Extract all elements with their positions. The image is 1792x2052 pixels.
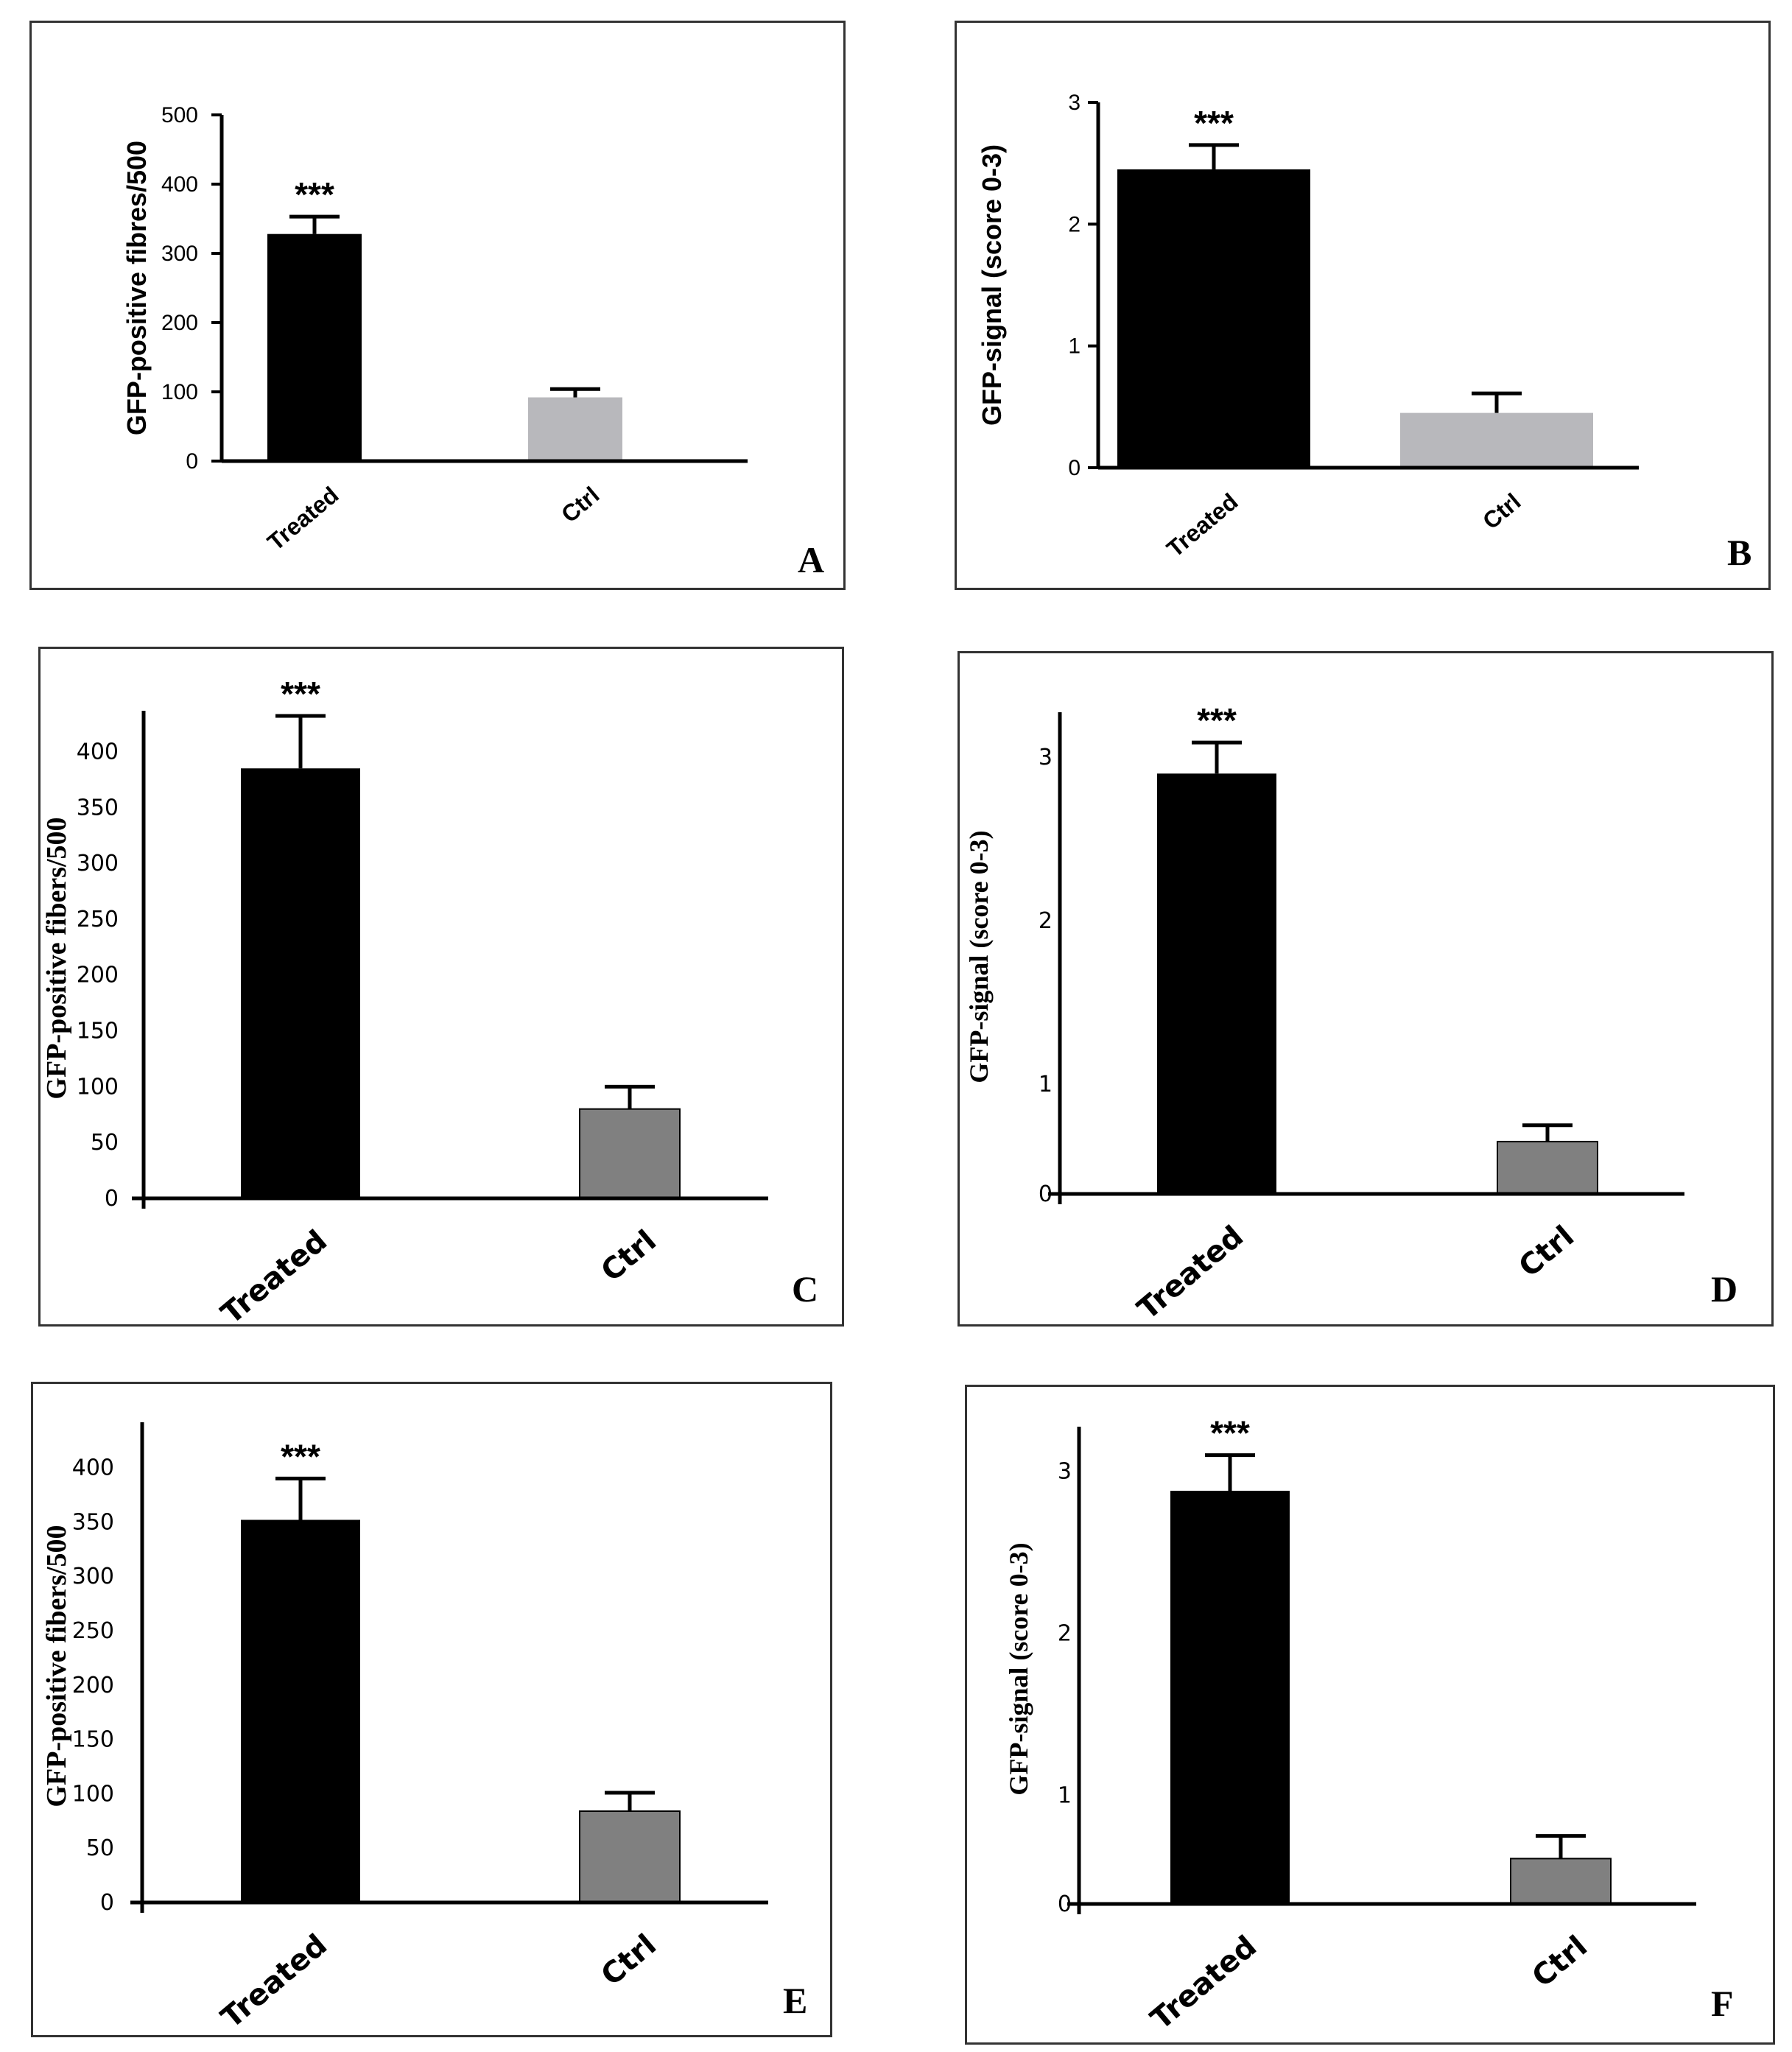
bar-chart-f: *** Treated Ctrl 0 1 2 3 GFP-signal (score 0-3) <box>1004 1414 1696 2037</box>
bar-chart-a: *** Treated Ctrl 0 100 200 300 400 500 GFP-positi… <box>122 103 748 556</box>
bar-ctrl <box>1400 412 1593 468</box>
category-label: Ctrl <box>595 1928 663 1992</box>
category-label: Treated <box>215 1928 334 2035</box>
y-tick-label: 3 <box>1058 1459 1072 1485</box>
y-axis-label: GFP-positive fibers/500 <box>41 1525 72 1807</box>
y-tick-label: 250 <box>77 907 119 932</box>
y-tick-label: 400 <box>77 739 119 765</box>
y-axis-label: GFP-signal (score 0-3) <box>1004 1542 1033 1795</box>
y-tick-label: 0 <box>100 1890 114 1916</box>
chart-panel-d: *** Treated Ctrl 0 1 2 3 GFP-signal (score 0-3)… <box>958 651 1774 1327</box>
y-axis-label: GFP-positive fibres/500 <box>122 141 152 435</box>
y-tick-label: 1 <box>1039 1072 1053 1097</box>
panel-label-e: E <box>783 1980 808 2021</box>
y-tick-label: 3 <box>1068 91 1081 115</box>
chart-panel-f: *** Treated Ctrl 0 1 2 3 GFP-signal (score 0-3)… <box>965 1385 1775 2045</box>
significance-label: *** <box>1194 104 1234 142</box>
y-tick-label: 500 <box>161 103 198 127</box>
y-tick-label: 400 <box>161 172 198 197</box>
bar-treated <box>241 1519 360 1902</box>
chart-panel-b: *** Treated Ctrl 0 1 2 3 GFP-signal (score 0-3)… <box>955 21 1771 590</box>
bar-ctrl <box>1510 1858 1612 1905</box>
panel-label-c: C <box>792 1268 819 1310</box>
significance-label: *** <box>281 1437 320 1475</box>
y-tick-label: 300 <box>77 851 119 876</box>
y-tick-label: 2 <box>1039 908 1053 934</box>
y-tick-label: 1 <box>1058 1783 1072 1809</box>
y-tick-label: 300 <box>72 1564 114 1589</box>
bar-chart-e: *** Treated Ctrl 0 50 100 150 200 250 300 350 400 GF… <box>41 1422 768 2035</box>
panel-label-f: F <box>1711 1983 1734 2024</box>
y-tick-label: 0 <box>1058 1891 1072 1917</box>
panel-label-b: B <box>1727 532 1752 573</box>
y-axis-label: GFP-signal (score 0-3) <box>964 830 994 1083</box>
bar-ctrl <box>1497 1140 1598 1195</box>
category-label: Treated <box>1162 488 1243 563</box>
y-tick-label: 2 <box>1058 1621 1072 1647</box>
category-label: Ctrl <box>1477 488 1525 535</box>
category-label: Treated <box>1145 1929 1263 2037</box>
y-axis-label: GFP-signal (score 0-3) <box>977 144 1007 426</box>
bar-treated <box>267 233 362 461</box>
y-tick-label: 200 <box>77 963 119 988</box>
chart-panel-e: *** Treated Ctrl 0 50 100 150 200 250 300 350 400 GF… <box>31 1382 832 2037</box>
y-tick-label: 100 <box>161 380 198 404</box>
bar-ctrl <box>579 1108 681 1200</box>
bar-treated <box>1117 169 1310 468</box>
bar-chart-c: *** Treated Ctrl 0 50 100 150 200 250 300 350 400 GF… <box>41 675 768 1324</box>
y-axis-label: GFP-positive fibers/500 <box>41 817 72 1099</box>
bar-treated <box>1170 1491 1290 1904</box>
category-label: Treated <box>215 1223 334 1324</box>
y-tick-label: 200 <box>161 311 198 335</box>
y-tick-label: 2 <box>1068 212 1081 236</box>
bar-treated <box>1157 773 1276 1194</box>
y-tick-label: 50 <box>86 1835 114 1861</box>
category-label: Ctrl <box>595 1223 663 1288</box>
y-tick-label: 3 <box>1039 745 1053 770</box>
y-tick-label: 100 <box>72 1781 114 1807</box>
y-tick-label: 350 <box>72 1509 114 1535</box>
y-tick-label: 0 <box>1068 456 1081 480</box>
significance-label: *** <box>295 175 334 214</box>
significance-label: *** <box>1197 701 1237 739</box>
y-tick-label: 1 <box>1068 334 1081 359</box>
significance-label: *** <box>1210 1414 1250 1452</box>
category-label: Ctrl <box>1513 1219 1581 1284</box>
y-tick-label: 250 <box>72 1618 114 1644</box>
bar-ctrl <box>528 397 622 461</box>
y-tick-label: 100 <box>77 1074 119 1100</box>
bar-chart-d: *** Treated Ctrl 0 1 2 3 GFP-signal (score 0-3) <box>964 701 1684 1324</box>
y-tick-label: 350 <box>77 795 119 821</box>
y-tick-label: 300 <box>161 242 198 266</box>
y-tick-label: 200 <box>72 1673 114 1698</box>
y-tick-label: 150 <box>77 1019 119 1044</box>
y-tick-label: 50 <box>91 1130 119 1156</box>
bar-treated <box>241 768 360 1198</box>
y-tick-label: 0 <box>105 1186 119 1212</box>
y-tick-label: 0 <box>186 449 198 474</box>
chart-panel-a: *** Treated Ctrl 0 100 200 300 400 500 GFP-positi… <box>29 21 846 590</box>
y-tick-label: 0 <box>1039 1181 1053 1207</box>
category-label: Ctrl <box>556 482 604 528</box>
panel-label-a: A <box>798 539 825 580</box>
significance-label: *** <box>281 675 320 713</box>
y-tick-label: 400 <box>72 1455 114 1481</box>
category-label: Treated <box>262 482 343 556</box>
bar-chart-b: *** Treated Ctrl 0 1 2 3 GFP-signal (score 0-3) <box>977 91 1639 563</box>
category-label: Ctrl <box>1526 1929 1594 1994</box>
bar-ctrl <box>579 1810 681 1903</box>
chart-panel-c: *** Treated Ctrl 0 50 100 150 200 250 300 350 400 GF… <box>38 647 844 1327</box>
y-tick-label: 150 <box>72 1727 114 1753</box>
category-label: Treated <box>1131 1219 1250 1324</box>
panel-label-d: D <box>1711 1268 1738 1310</box>
